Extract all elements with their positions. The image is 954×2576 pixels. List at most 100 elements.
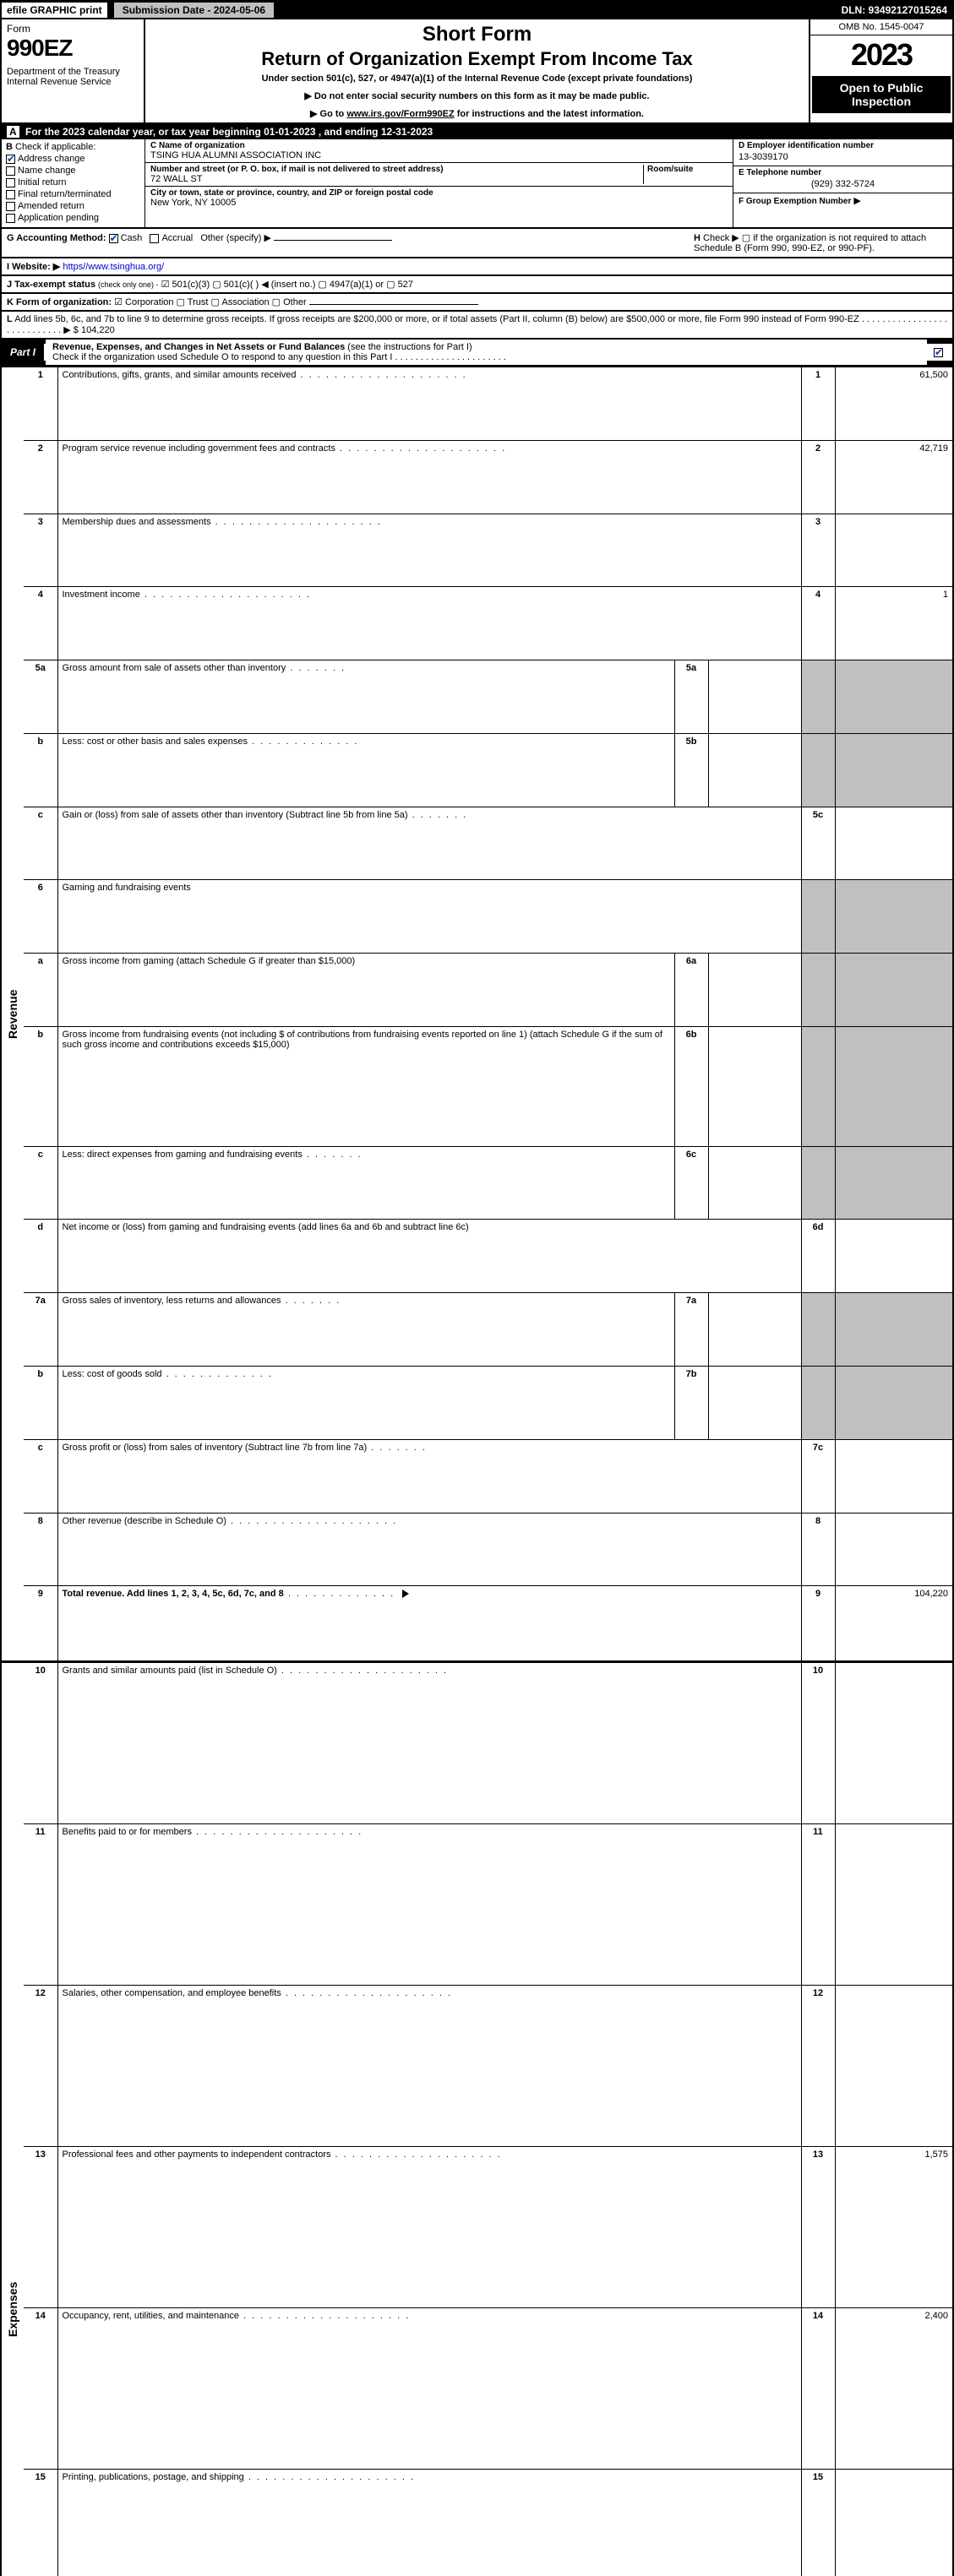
note2-post: for instructions and the latest informat… (455, 109, 644, 119)
e-label: E Telephone number (739, 168, 947, 177)
subtitle: Under section 501(c), 527, or 4947(a)(1)… (152, 73, 802, 84)
c-name-row: C Name of organization TSING HUA ALUMNI … (145, 139, 733, 163)
part-i-tab: Part I (2, 344, 46, 361)
l-text: Add lines 5b, 6c, and 7b to line 9 to de… (14, 314, 859, 324)
top-bar: efile GRAPHIC print Submission Date - 20… (0, 0, 954, 19)
letter-b: B (6, 142, 13, 152)
open-to-public: Open to Public Inspection (812, 76, 951, 113)
expenses-side-label: Expenses (1, 1663, 24, 2576)
note-goto: ▶ Go to www.irs.gov/Form990EZ for instru… (152, 108, 802, 119)
header-center: Short Form Return of Organization Exempt… (145, 19, 809, 122)
row-a-text: For the 2023 calendar year, or tax year … (25, 126, 433, 138)
f-label: F Group Exemption Number (739, 197, 851, 206)
c-street-row: Number and street (or P. O. box, if mail… (145, 163, 733, 187)
street-label: Number and street (or P. O. box, if mail… (150, 165, 643, 174)
line-val: 61,500 (835, 367, 953, 441)
part-dots: . . . . . . . . . . . . . . . . . . . . … (395, 352, 505, 362)
revenue-side-label: Revenue (1, 367, 24, 1662)
form-word: Form (7, 23, 139, 35)
form-header: Form 990EZ Department of the Treasury In… (0, 19, 954, 124)
line-4: 4 Investment income 4 1 (1, 587, 953, 660)
section-bcdef: B Check if applicable: Address change Na… (0, 139, 954, 229)
c-city-row: City or town, state or province, country… (145, 187, 733, 209)
checkbox-icon[interactable] (109, 234, 118, 243)
line-7a: 7a Gross sales of inventory, less return… (1, 1293, 953, 1367)
part-i-header: Part I Revenue, Expenses, and Changes in… (0, 340, 954, 367)
row-k: K Form of organization: ☑ Corporation ▢ … (0, 294, 954, 312)
col-b: B Check if applicable: Address change Na… (2, 139, 145, 227)
line-2: 2 Program service revenue including gove… (1, 440, 953, 514)
k-other-blank[interactable] (309, 304, 478, 305)
checkbox-icon[interactable] (150, 234, 159, 243)
d-label: D Employer identification number (739, 141, 947, 150)
f-row: F Group Exemption Number ▶ (733, 193, 952, 208)
line-11: 11Benefits paid to or for members11 (1, 1823, 953, 1985)
expenses-vlabel: Expenses (6, 1666, 19, 2576)
line-6c: c Less: direct expenses from gaming and … (1, 1146, 953, 1220)
city-val: New York, NY 10005 (150, 198, 728, 208)
col-def: D Employer identification number 13-3039… (733, 139, 952, 227)
city-label: City or town, state or province, country… (150, 188, 728, 198)
line-8: 8 Other revenue (describe in Schedule O)… (1, 1513, 953, 1586)
cb-amended-return[interactable]: Amended return (6, 201, 140, 211)
line-10: Expenses 10 Grants and similar amounts p… (1, 1663, 953, 1824)
cb-name-change[interactable]: Name change (6, 166, 140, 176)
part-title-rest: (see the instructions for Part I) (345, 342, 472, 352)
line-13: 13Professional fees and other payments t… (1, 2146, 953, 2307)
row-a: A For the 2023 calendar year, or tax yea… (0, 124, 954, 139)
line-6d: d Net income or (loss) from gaming and f… (1, 1220, 953, 1293)
col-c: C Name of organization TSING HUA ALUMNI … (145, 139, 733, 227)
org-name: TSING HUA ALUMNI ASSOCIATION INC (150, 150, 728, 160)
part-i-check[interactable] (927, 344, 952, 361)
g-other-blank[interactable] (274, 240, 392, 241)
tax-year: 2023 (810, 35, 952, 74)
submission-date: Submission Date - 2024-05-06 (112, 1, 275, 19)
header-right: OMB No. 1545-0047 2023 Open to Public In… (809, 19, 952, 122)
row-gh: G Accounting Method: Cash Accrual Other … (0, 229, 954, 258)
l-arrow: ▶ $ (63, 325, 79, 335)
line-boxnum: 1 (801, 367, 835, 441)
line-5a: 5a Gross amount from sale of assets othe… (1, 660, 953, 734)
line-7b: b Less: cost of goods sold 7b (1, 1366, 953, 1439)
line-5c: c Gain or (loss) from sale of assets oth… (1, 807, 953, 880)
irs-link[interactable]: www.irs.gov/Form990EZ (346, 109, 454, 119)
return-title: Return of Organization Exempt From Incom… (152, 48, 802, 70)
line-1: Revenue 1 Contributions, gifts, grants, … (1, 367, 953, 441)
e-row: E Telephone number (929) 332-5724 (733, 166, 952, 193)
g-accrual: Accrual (161, 233, 193, 243)
cb-address-change[interactable]: Address change (6, 154, 140, 164)
street-val: 72 WALL ST (150, 174, 643, 184)
letter-a: A (7, 126, 19, 138)
cb-final-return[interactable]: Final return/terminated (6, 189, 140, 199)
note2-pre: ▶ Go to (310, 109, 346, 119)
l-val: 104,220 (81, 325, 115, 335)
checkbox-icon (6, 178, 15, 187)
efile-print-label[interactable]: efile GRAPHIC print (0, 1, 109, 19)
line-15: 15Printing, publications, postage, and s… (1, 2469, 953, 2576)
d-row: D Employer identification number 13-3039… (733, 139, 952, 166)
g-other: Other (specify) ▶ (200, 233, 271, 243)
line-desc: Contributions, gifts, grants, and simila… (57, 367, 801, 441)
line-6: 6 Gaming and fundraising events (1, 880, 953, 954)
room-label: Room/suite (647, 165, 728, 174)
g-cash: Cash (121, 233, 143, 243)
revenue-vlabel: Revenue (6, 370, 19, 1658)
line-7c: c Gross profit or (loss) from sales of i… (1, 1439, 953, 1513)
revenue-table: Revenue 1 Contributions, gifts, grants, … (0, 367, 954, 1662)
checkbox-icon (6, 155, 15, 164)
note-ssn: ▶ Do not enter social security numbers o… (152, 90, 802, 101)
cb-initial-return[interactable]: Initial return (6, 177, 140, 187)
website-link[interactable]: https//www.tsinghua.org/ (63, 262, 164, 272)
part-subtitle: Check if the organization used Schedule … (52, 352, 392, 362)
g-side: G Accounting Method: Cash Accrual Other … (7, 232, 694, 253)
dept-label: Department of the Treasury Internal Reve… (7, 67, 139, 87)
cb-application-pending[interactable]: Application pending (6, 213, 140, 223)
f-arrow: ▶ (853, 196, 860, 206)
omb-number: OMB No. 1545-0047 (810, 19, 952, 35)
line-6a: a Gross income from gaming (attach Sched… (1, 954, 953, 1027)
part-title-bold: Revenue, Expenses, and Changes in Net As… (52, 342, 345, 352)
line-3: 3 Membership dues and assessments 3 (1, 514, 953, 587)
line-6b: b Gross income from fundraising events (… (1, 1027, 953, 1147)
checkbox-icon (6, 166, 15, 176)
c-name-label: C Name of organization (150, 141, 728, 150)
